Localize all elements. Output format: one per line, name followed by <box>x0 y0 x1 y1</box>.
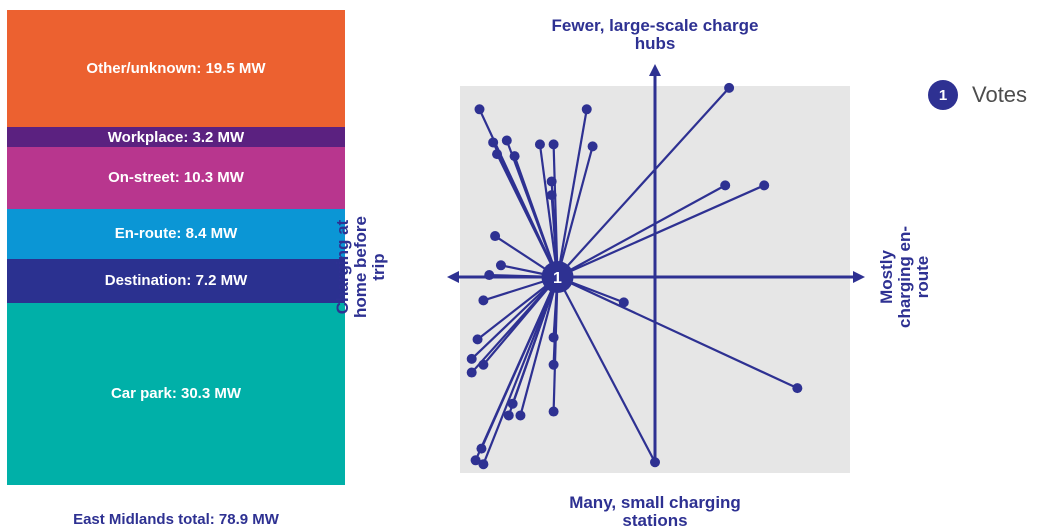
vote-point-23 <box>478 359 489 370</box>
vote-point-2 <box>759 180 770 191</box>
center-vote-marker <box>541 261 574 293</box>
vote-point-31 <box>478 459 489 470</box>
vote-line-31 <box>482 276 559 465</box>
vote-point-20 <box>472 334 483 345</box>
bar-segment-car-park: Car park: 30.3 MW <box>7 302 345 485</box>
vote-line-23 <box>482 276 559 366</box>
vote-line-7 <box>513 155 559 278</box>
vote-point-0 <box>724 82 735 93</box>
vote-point-15 <box>495 260 506 271</box>
vote-point-7 <box>509 151 520 162</box>
vote-point-11 <box>587 141 598 152</box>
vote-point-6 <box>492 149 503 160</box>
vote-point-18 <box>478 295 489 306</box>
bar-segment-label: Workplace: 3.2 MW <box>107 128 245 146</box>
bar-segment-destination: Destination: 7.2 MW <box>7 259 345 303</box>
vote-line-28 <box>552 276 559 412</box>
vote-point-29 <box>476 443 487 454</box>
bar-segment-workplace: Workplace: 3.2 MW <box>7 127 345 147</box>
vote-point-32 <box>650 457 660 468</box>
vote-line-33 <box>557 276 798 390</box>
vote-line-32 <box>556 276 656 463</box>
legend: 1 Votes <box>928 80 1027 110</box>
vote-point-10 <box>581 104 592 115</box>
x-axis-right-arrow <box>853 271 865 283</box>
vote-point-8 <box>534 139 545 150</box>
vote-line-21 <box>470 276 559 360</box>
vote-point-21 <box>466 353 477 364</box>
vote-point-16 <box>484 270 495 281</box>
quadrant-left-label: Charging at home before trip <box>333 215 388 319</box>
stacked-bar-total-label: East Midlands total: 78.9 MW <box>73 511 279 528</box>
x-axis-left-arrow <box>447 271 459 283</box>
bar-segment-other-unknown: Other/unknown: 19.5 MW <box>7 10 345 128</box>
vote-point-17 <box>618 297 629 308</box>
bar-segment-label: Other/unknown: 19.5 MW <box>86 60 266 78</box>
quadrant-right-label: Mostly charging en-route <box>877 226 932 329</box>
vote-point-14 <box>490 231 501 242</box>
bar-segment-en-route: En-route: 8.4 MW <box>7 208 345 260</box>
vote-point-25 <box>507 398 518 409</box>
vote-line-0 <box>556 87 730 278</box>
vote-point-5 <box>501 135 512 146</box>
vote-line-10 <box>556 109 588 278</box>
vote-line-1 <box>556 184 726 278</box>
vote-point-28 <box>548 406 559 417</box>
vote-point-33 <box>792 383 803 394</box>
vote-point-12 <box>546 176 557 187</box>
y-axis-top-arrow <box>649 64 661 76</box>
vote-point-13 <box>546 190 557 201</box>
vote-point-19 <box>548 332 559 343</box>
vote-point-26 <box>503 410 514 421</box>
vote-line-27 <box>519 276 559 416</box>
vote-point-3 <box>474 104 485 115</box>
stacked-bar-chart: Other/unknown: 19.5 MW Workplace: 3.2 MW O… <box>7 10 345 485</box>
vote-point-9 <box>548 139 559 150</box>
legend-label: Votes <box>972 82 1028 107</box>
vote-line-20 <box>476 276 559 341</box>
vote-line-30 <box>474 276 559 461</box>
vote-line-6 <box>496 153 559 278</box>
vote-point-22 <box>466 367 477 378</box>
vote-line-2 <box>557 184 765 279</box>
quadrant-top-label: Fewer, large-scale charge hubs <box>551 16 759 53</box>
vote-point-24 <box>548 359 559 370</box>
bar-segment-label: Car park: 30.3 MW <box>110 385 242 403</box>
legend-badge: 1 <box>928 80 958 110</box>
vote-point-27 <box>515 410 526 421</box>
bar-segment-on-street: On-street: 10.3 MW <box>7 146 345 209</box>
vote-point-4 <box>488 137 499 148</box>
vote-point-30 <box>470 455 481 466</box>
vote-point-1 <box>720 180 731 191</box>
vote-line-11 <box>556 146 594 278</box>
bar-segment-label: En-route: 8.4 MW <box>114 225 238 243</box>
center-vote-label: 1 <box>553 270 562 287</box>
bar-segment-label: Destination: 7.2 MW <box>104 272 248 290</box>
vote-line-8 <box>538 144 559 278</box>
quadrant-bottom-label: Many, small charging stations <box>569 493 741 530</box>
bar-segment-label: On-street: 10.3 MW <box>108 169 244 187</box>
